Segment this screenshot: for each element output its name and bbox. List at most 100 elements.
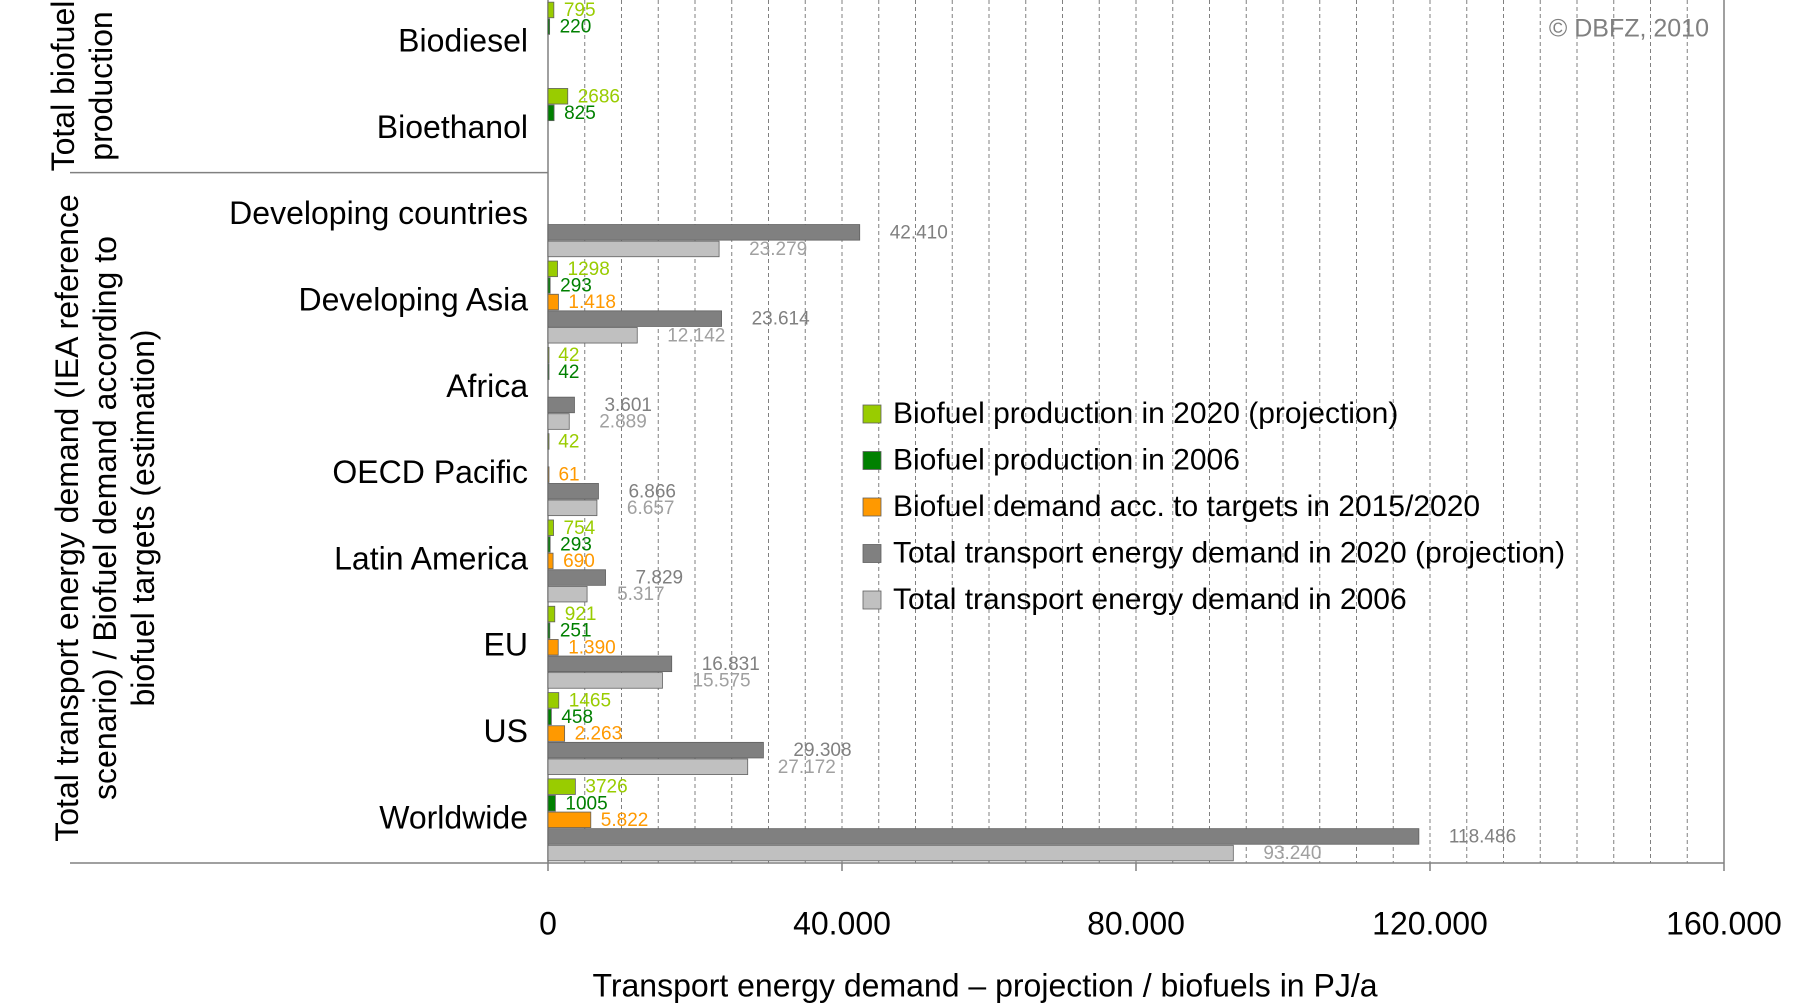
x-tick-label: 0	[539, 905, 557, 941]
data-label: 690	[563, 551, 595, 572]
bar	[547, 327, 638, 344]
data-label: 6.866	[628, 481, 676, 502]
bar	[547, 844, 1234, 862]
bar	[547, 639, 559, 656]
bar	[547, 18, 551, 35]
data-label: 2686	[578, 86, 620, 107]
y-tick-label: Bioethanol	[377, 109, 528, 145]
bar	[547, 466, 550, 483]
y-tick-label: OECD Pacific	[332, 454, 528, 490]
data-label: 5.822	[601, 810, 649, 831]
data-label: 1465	[569, 690, 611, 711]
bar	[547, 396, 575, 414]
legend-swatch	[862, 544, 882, 563]
y-tick-label: Worldwide	[379, 799, 528, 835]
y-tick-label: Biodiesel	[398, 23, 528, 59]
legend-label: Biofuel production in 2020 (projection)	[893, 397, 1398, 430]
bar	[547, 260, 558, 278]
bar	[547, 741, 764, 759]
data-label: 251	[560, 621, 592, 642]
bar	[547, 240, 720, 258]
x-tick-label: 80.000	[1087, 905, 1185, 941]
legend-swatch	[862, 497, 882, 517]
data-label: 220	[560, 17, 592, 38]
bar	[547, 708, 552, 726]
bar	[547, 585, 588, 603]
bar	[547, 828, 1420, 845]
group-label: Total transport energy demand (IEA refer…	[49, 194, 161, 842]
bar	[547, 499, 598, 517]
bar	[547, 605, 556, 623]
data-label: 23.279	[749, 239, 807, 260]
data-label: 7.829	[636, 568, 684, 589]
bar	[547, 346, 550, 364]
group-label: Total biofuel production	[45, 0, 119, 172]
bar	[547, 88, 569, 105]
x-tick-label: 160.000	[1666, 905, 1782, 941]
data-label: 118.486	[1449, 826, 1516, 847]
bar	[547, 104, 555, 122]
bar	[547, 758, 749, 775]
bar	[547, 552, 554, 570]
bar	[547, 277, 551, 294]
x-tick-label: 40.000	[793, 905, 891, 941]
bar	[547, 811, 592, 829]
legend-label: Biofuel production in 2006	[893, 443, 1240, 476]
x-axis-title: Transport energy demand – projection / b…	[592, 967, 1377, 1003]
bar	[547, 224, 861, 241]
bar	[547, 725, 566, 742]
legend-label: Biofuel demand acc. to targets in 2015/2…	[893, 490, 1480, 523]
bar	[547, 655, 673, 673]
data-label: 921	[565, 604, 597, 625]
data-label: 61	[558, 465, 579, 486]
y-tick-label: Latin America	[334, 540, 528, 576]
y-tick-label: EU	[484, 627, 528, 663]
y-tick-label: Developing countries	[229, 195, 528, 231]
bar	[547, 622, 551, 639]
data-label: 42	[558, 362, 579, 383]
data-label: 93.240	[1263, 843, 1321, 864]
data-label: 27.172	[778, 757, 836, 778]
bar	[547, 569, 606, 586]
legend-swatch	[862, 404, 882, 424]
data-label: 6.657	[627, 498, 675, 519]
data-label: 1.390	[568, 637, 616, 658]
copyright: © DBFZ, 2010	[1549, 15, 1709, 43]
bar	[547, 778, 576, 795]
y-tick-label: Africa	[446, 368, 528, 404]
data-label: 16.831	[702, 654, 760, 675]
legend-label: Total transport energy demand in 2020 (p…	[893, 536, 1565, 569]
legend-label: Total transport energy demand in 2006	[893, 583, 1407, 616]
bar	[547, 413, 570, 430]
data-label: 2.889	[599, 412, 647, 433]
bar	[547, 363, 550, 380]
data-label: 42.410	[890, 222, 948, 243]
y-tick-label: Developing Asia	[299, 282, 529, 318]
data-label: 293	[560, 534, 592, 555]
bar	[547, 310, 722, 327]
bar	[547, 293, 559, 311]
bar	[547, 692, 560, 709]
data-label: 5.317	[617, 584, 665, 605]
data-label: 3726	[585, 777, 627, 798]
bar	[547, 433, 550, 450]
data-label: 12.142	[667, 325, 725, 346]
bar	[547, 536, 551, 553]
data-label: 458	[561, 707, 593, 728]
data-label: 42	[558, 345, 579, 366]
bar	[547, 795, 556, 812]
bar	[547, 672, 663, 689]
data-label: 1298	[568, 259, 610, 280]
data-label: 795	[564, 0, 596, 21]
data-label: 293	[560, 275, 592, 296]
data-label: 825	[564, 103, 596, 124]
y-tick-label: US	[484, 713, 528, 749]
data-label: 15.575	[692, 670, 750, 691]
x-tick-label: 120.000	[1372, 905, 1488, 941]
data-label: 2.263	[575, 724, 623, 745]
data-label: 3.601	[604, 395, 652, 416]
data-label: 23.614	[752, 309, 811, 330]
bar	[547, 483, 599, 500]
